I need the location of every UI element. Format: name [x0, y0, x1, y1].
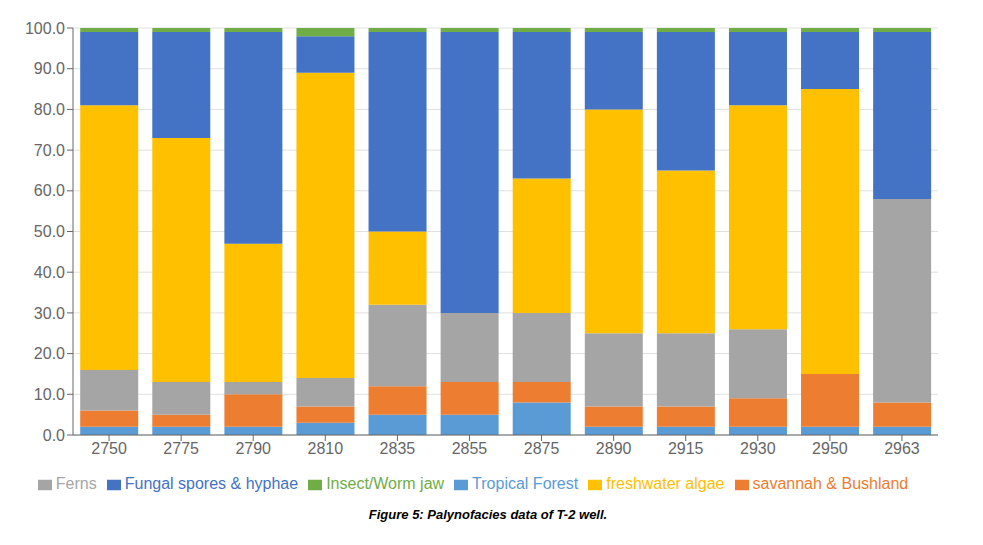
svg-text:2890: 2890	[596, 440, 632, 457]
svg-text:2835: 2835	[380, 440, 416, 457]
svg-text:80.0: 80.0	[34, 101, 65, 118]
svg-text:2855: 2855	[452, 440, 488, 457]
html-text:Ferns: Ferns	[55, 475, 97, 492]
svg-text:50.0: 50.0	[34, 223, 65, 240]
svg-text:2810: 2810	[307, 440, 343, 457]
html-text:savannah & Bushland: savannah & Bushland	[752, 475, 909, 492]
svg-text:20.0: 20.0	[34, 345, 65, 362]
svg-text:2963: 2963	[884, 440, 920, 457]
svg-text:10.0: 10.0	[34, 386, 65, 403]
svg-text:2775: 2775	[163, 440, 199, 457]
svg-text:2950: 2950	[812, 440, 848, 457]
svg-text:2790: 2790	[235, 440, 271, 457]
svg-text:70.0: 70.0	[34, 142, 65, 159]
html-text:freshwater algae: freshwater algae	[606, 475, 725, 492]
html-text:Fungal spores & hyphae: Fungal spores & hyphae	[124, 475, 299, 492]
svg-text:40.0: 40.0	[34, 264, 65, 281]
svg-text:0.0: 0.0	[43, 427, 65, 444]
svg-text:60.0: 60.0	[34, 182, 65, 199]
html-text:Tropical Forest: Tropical Forest	[472, 475, 579, 492]
html-text:Insect/Worm jaw: Insect/Worm jaw	[326, 475, 445, 492]
svg-text:2875: 2875	[524, 440, 560, 457]
svg-text:30.0: 30.0	[34, 305, 65, 322]
svg-text:2915: 2915	[668, 440, 704, 457]
html-text:Figure 5: Palynofacies data of: Figure 5: Palynofacies data of T-2 well.	[368, 507, 608, 522]
svg-text:100.0: 100.0	[25, 20, 65, 37]
svg-text:2750: 2750	[91, 440, 127, 457]
svg-text:90.0: 90.0	[34, 60, 65, 77]
svg-text:2930: 2930	[740, 440, 776, 457]
